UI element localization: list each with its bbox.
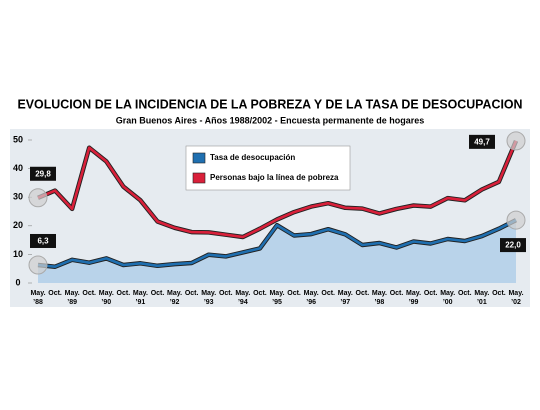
x-year-label: ’96 <box>306 299 316 306</box>
x-tick-label: Oct. <box>82 290 96 297</box>
x-tick-label: Oct. <box>151 290 165 297</box>
x-tick-label: May. <box>440 290 455 297</box>
legend-swatch <box>192 172 206 184</box>
x-tick-label: Oct. <box>117 290 131 297</box>
y-tick-label: 50 <box>13 134 23 144</box>
x-year-label: ’90 <box>101 299 111 306</box>
x-tick-label: May. <box>201 290 216 297</box>
chart-title: EVOLUCION DE LA INCIDENCIA DE LA POBREZA… <box>18 96 523 111</box>
x-year-label: ’91 <box>136 299 146 306</box>
y-tick-label: 20 <box>13 220 23 230</box>
x-tick-label: Oct. <box>287 290 301 297</box>
x-tick-label: May. <box>474 290 489 297</box>
x-tick-label: Oct. <box>253 290 267 297</box>
x-tick-label: May. <box>30 290 45 297</box>
x-tick-label: Oct. <box>48 290 62 297</box>
x-tick-label: May. <box>372 290 387 297</box>
x-tick-label: May. <box>406 290 421 297</box>
x-year-label: ’92 <box>170 299 180 306</box>
x-tick-label: May. <box>338 290 353 297</box>
value-label: 22,0 <box>505 241 521 250</box>
value-label: 49,7 <box>474 137 490 146</box>
x-year-label: ’88 <box>33 299 43 306</box>
y-tick-label: 40 <box>13 163 23 173</box>
x-year-label: ’02 <box>511 299 521 306</box>
y-tick-label: 30 <box>13 192 23 202</box>
value-label: 29,8 <box>35 169 51 178</box>
x-year-label: ’98 <box>375 299 385 306</box>
x-year-label: ’97 <box>340 299 350 306</box>
legend-box <box>185 145 351 191</box>
x-year-label: ’00 <box>443 299 453 306</box>
x-tick-label: Oct. <box>424 290 438 297</box>
value-label-box <box>500 238 526 253</box>
y-tick-label: 0 <box>15 277 20 287</box>
callout-ring <box>28 188 48 208</box>
x-year-label: ’94 <box>238 299 248 306</box>
x-tick-label: May. <box>235 290 250 297</box>
x-tick-label: Oct. <box>390 290 404 297</box>
x-tick-label: May. <box>133 290 148 297</box>
x-tick-label: Oct. <box>492 290 506 297</box>
x-year-label: ’93 <box>204 299 214 306</box>
x-tick-label: Oct. <box>458 290 472 297</box>
value-label-box <box>30 166 56 181</box>
x-tick-label: Oct. <box>219 290 233 297</box>
x-tick-label: Oct. <box>321 290 335 297</box>
callout-ring <box>506 210 526 230</box>
y-tick-label: 10 <box>13 249 23 259</box>
x-year-label: ’99 <box>409 299 419 306</box>
x-tick-label: May. <box>304 290 319 297</box>
value-label-box <box>30 233 56 248</box>
x-tick-label: May. <box>508 290 523 297</box>
value-label-box <box>469 134 495 149</box>
chart-subtitle: Gran Buenos Aires - Años 1988/2002 - Enc… <box>116 115 424 125</box>
legend-swatch <box>192 152 206 164</box>
x-year-label: ’01 <box>477 299 487 306</box>
callout-ring <box>28 255 48 275</box>
x-year-label: ’95 <box>272 299 282 306</box>
callout-ring <box>506 131 526 151</box>
legend-label: Personas bajo la línea de pobreza <box>210 173 339 182</box>
x-year-label: ’89 <box>67 299 77 306</box>
x-tick-label: May. <box>65 290 80 297</box>
value-label: 6,3 <box>37 237 49 246</box>
x-tick-label: Oct. <box>185 290 199 297</box>
line <box>37 218 517 268</box>
x-tick-label: Oct. <box>356 290 370 297</box>
legend: Tasa de desocupación Personas bajo la lín… <box>185 145 351 191</box>
line <box>37 140 518 239</box>
x-tick-label: May. <box>99 290 114 297</box>
legend-label: Tasa de desocupación <box>210 153 295 162</box>
x-tick-label: May. <box>167 290 182 297</box>
x-tick-label: May. <box>269 290 284 297</box>
